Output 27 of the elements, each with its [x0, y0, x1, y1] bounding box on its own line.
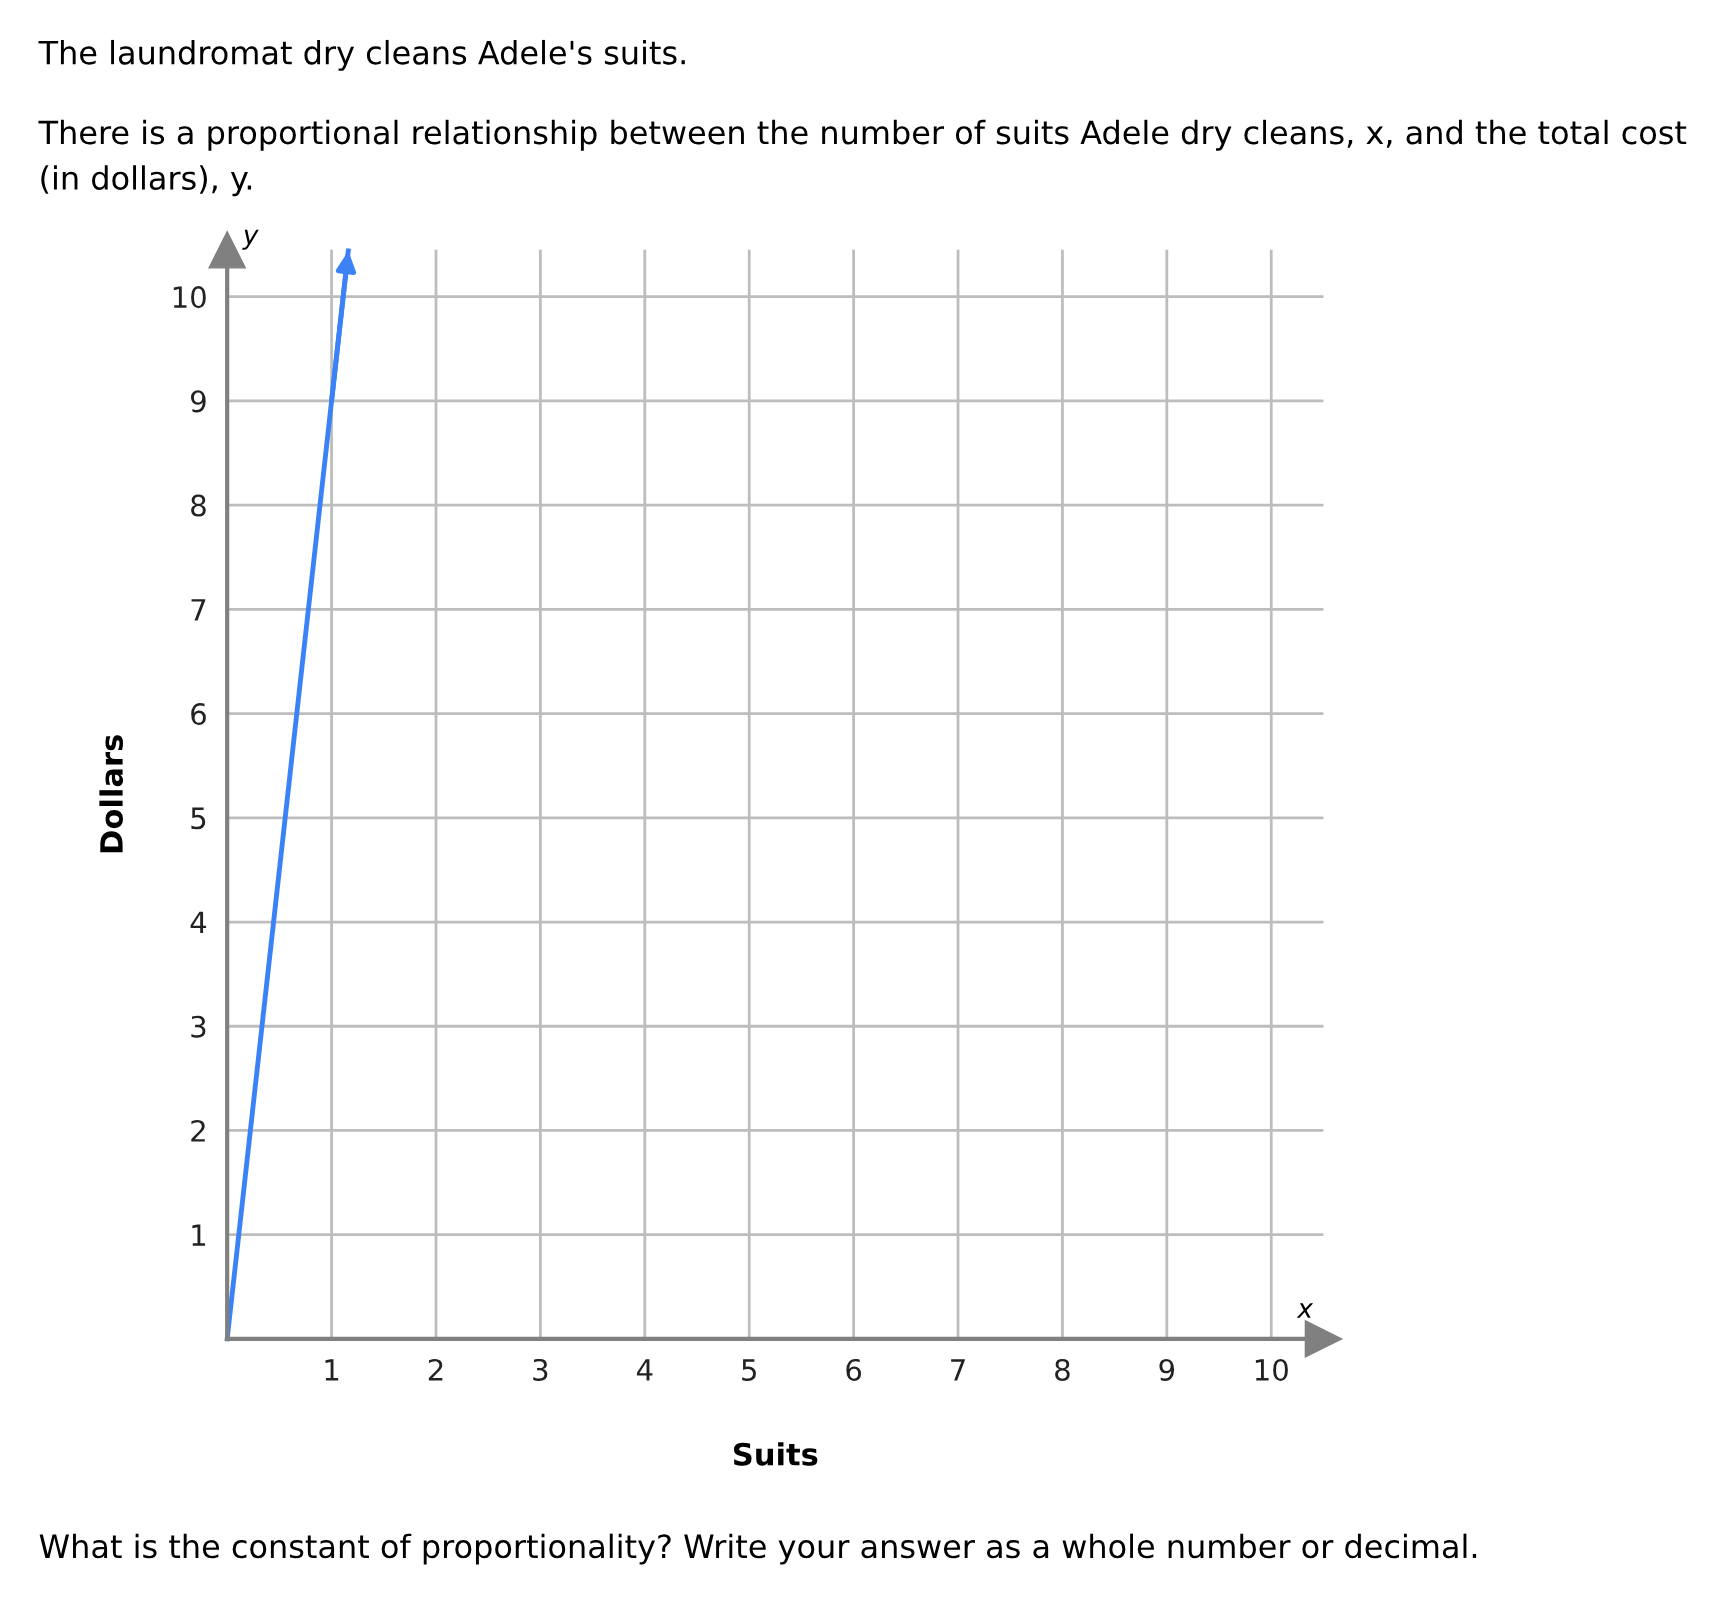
- y-tick-label: 4: [190, 911, 207, 934]
- y-tick-label: 6: [191, 703, 206, 726]
- y-tick-label: 2: [191, 1119, 205, 1142]
- y-axis-title: Dollars: [99, 735, 124, 853]
- y-tick-label: 10: [173, 286, 206, 309]
- x-tick-label: 5: [742, 1359, 756, 1381]
- y-tick-label: 8: [191, 494, 206, 517]
- x-tick-label: 4: [636, 1359, 653, 1381]
- chart-title: The laundromat dry cleans Adele's suits.: [38, 39, 685, 71]
- y-tick-label: 3: [191, 1015, 206, 1038]
- x-tick-label: 1: [325, 1359, 339, 1381]
- x-tick-label: 7: [951, 1359, 965, 1381]
- x-tick-label: 2: [428, 1358, 443, 1381]
- y-tick-label: 7: [191, 599, 206, 621]
- text: What is the constant of proportionality? Write your answer as a whole number or decimal.: [39, 1533, 1477, 1565]
- y-tick-label: 9: [191, 390, 206, 413]
- chart-subtitle: There is a proportional relationship between the number of suits Adele dry cleans, x, and the total cost (in dollars), y.: [38, 119, 1687, 197]
- x-axis-title: Suits: [733, 1442, 818, 1466]
- annotation: x: [1296, 1303, 1314, 1318]
- x-tick-label: 6: [846, 1358, 862, 1381]
- x-tick-label: 3: [533, 1358, 548, 1381]
- x-tick-label: 9: [1159, 1358, 1175, 1381]
- x-tick-label: 8: [1055, 1358, 1070, 1381]
- x-tick-label: 10: [1255, 1358, 1288, 1381]
- y-tick-label: 1: [192, 1224, 206, 1246]
- y-tick-label: 5: [191, 807, 206, 830]
- text: y: [242, 229, 259, 250]
